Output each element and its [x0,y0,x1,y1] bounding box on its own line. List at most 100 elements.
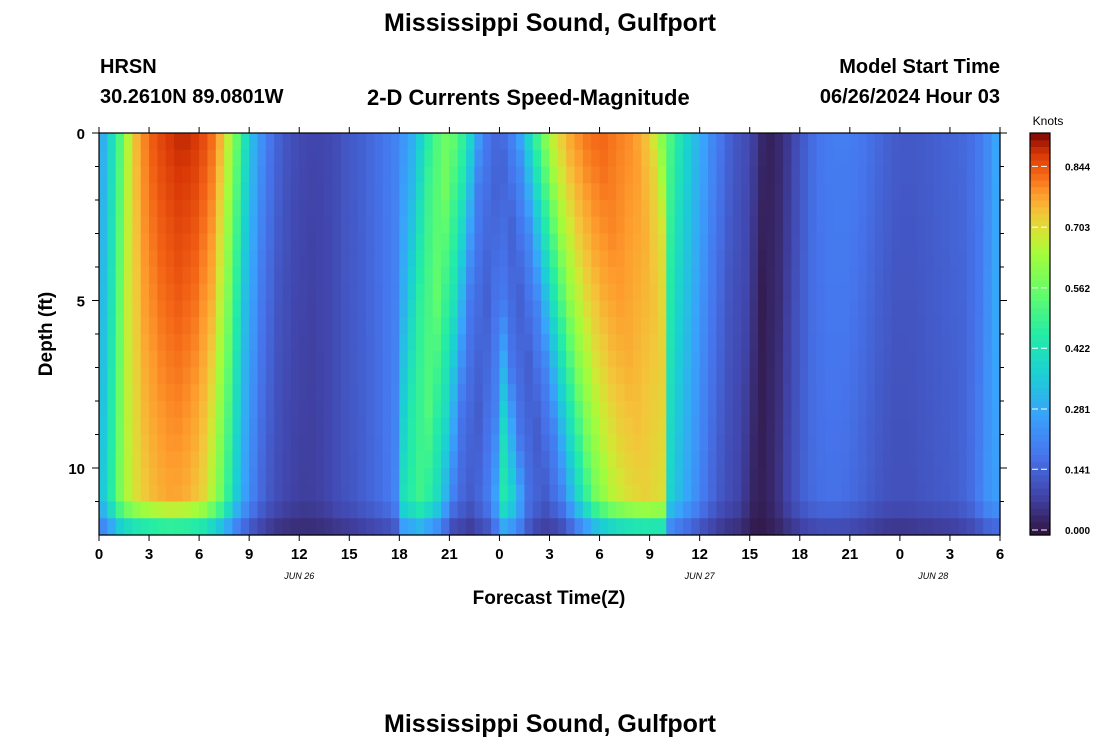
heatmap-cell [766,183,776,201]
heatmap-cell [516,149,526,168]
heatmap-cell [516,183,526,201]
heatmap-cell [157,317,167,335]
heatmap-cell [457,166,467,184]
heatmap-cell [449,166,459,184]
heatmap-cell [616,267,626,285]
heatmap-cell [107,183,117,201]
heatmap-cell [649,434,659,452]
heatmap-cell [858,166,868,184]
heatmap-cell [841,384,851,402]
heatmap-cell [724,233,734,251]
heatmap-cell [783,367,793,385]
heatmap-cell [416,451,425,469]
heatmap-cell [808,518,818,536]
heatmap-cell [182,300,192,318]
heatmap-cell [632,417,642,436]
heatmap-cell [657,133,667,151]
heatmap-cell [899,166,909,184]
heatmap-cell [99,166,108,184]
heatmap-cell [424,183,434,201]
heatmap-cell [357,149,367,168]
heatmap-cell [174,384,184,402]
heatmap-cell [883,149,893,168]
heatmap-cell [833,166,843,184]
heatmap-cell [265,367,275,385]
heatmap-cell [899,233,909,251]
heatmap-cell [532,451,542,469]
heatmap-cell [416,183,425,201]
heatmap-cell [758,166,767,184]
heatmap-cell [149,250,158,268]
heatmap-cell [332,317,342,335]
heatmap-cell [766,283,776,302]
heatmap-cell [941,350,951,369]
heatmap-cell [232,451,242,469]
heatmap-cell [899,484,909,503]
heatmap-cell [190,166,200,184]
heatmap-cell [149,367,158,385]
heatmap-cell [491,367,501,385]
heatmap-cell [607,317,617,335]
heatmap-cell [349,417,359,436]
heatmap-cell [657,283,667,302]
heatmap-cell [874,183,884,201]
heatmap-cell [240,133,250,151]
heatmap-cell [891,233,901,251]
heatmap-cell [124,216,133,235]
heatmap-cell [374,501,384,519]
heatmap-cell [774,468,784,486]
heatmap-cell [758,384,767,402]
heatmap-cell [733,417,742,436]
heatmap-cell [524,518,534,536]
heatmap-cell [941,367,951,385]
heatmap-cell [908,367,918,385]
heatmap-cell [808,350,818,369]
heatmap-cell [399,401,409,419]
heatmap-cell [499,334,509,352]
heatmap-cell [107,518,117,536]
heatmap-cell [949,216,959,235]
heatmap-cell [390,334,400,352]
heatmap-cell [941,384,951,402]
heatmap-cell [708,367,717,385]
heatmap-cell [424,384,434,402]
heatmap-cell [624,133,634,151]
heatmap-cell [933,401,943,419]
heatmap-cell [816,300,826,318]
x-tick-label: 6 [195,546,203,563]
heatmap-cell [607,267,617,285]
heatmap-cell [616,401,626,419]
heatmap-cell [599,300,609,318]
heatmap-cell [632,384,642,402]
heatmap-cell [808,367,818,385]
heatmap-cell [958,518,968,536]
heatmap-cell [207,451,217,469]
heatmap-cell [916,267,926,285]
heatmap-cell [165,200,175,218]
heatmap-cell [357,133,367,151]
heatmap-cell [783,334,793,352]
heatmap-cell [491,451,501,469]
heatmap-cell [858,484,868,503]
heatmap-cell [290,350,300,369]
heatmap-cell [407,317,417,335]
heatmap-cell [849,484,859,503]
heatmap-cell [149,350,158,369]
heatmap-cell [958,317,968,335]
heatmap-cell [591,183,601,201]
heatmap-cell [682,518,692,536]
heatmap-cell [315,334,325,352]
colorbar-segment [1030,313,1050,322]
heatmap-cell [407,350,417,369]
heatmap-cell [883,367,893,385]
heatmap-cell [182,200,192,218]
heatmap-cell [441,267,450,285]
heatmap-cell [516,401,526,419]
heatmap-cell [716,334,726,352]
heatmap-cell [708,233,717,251]
heatmap-cell [365,417,375,436]
heatmap-cell [190,300,200,318]
heatmap-cell [624,183,634,201]
heatmap-cell [649,367,659,385]
heatmap-cell [582,300,592,318]
